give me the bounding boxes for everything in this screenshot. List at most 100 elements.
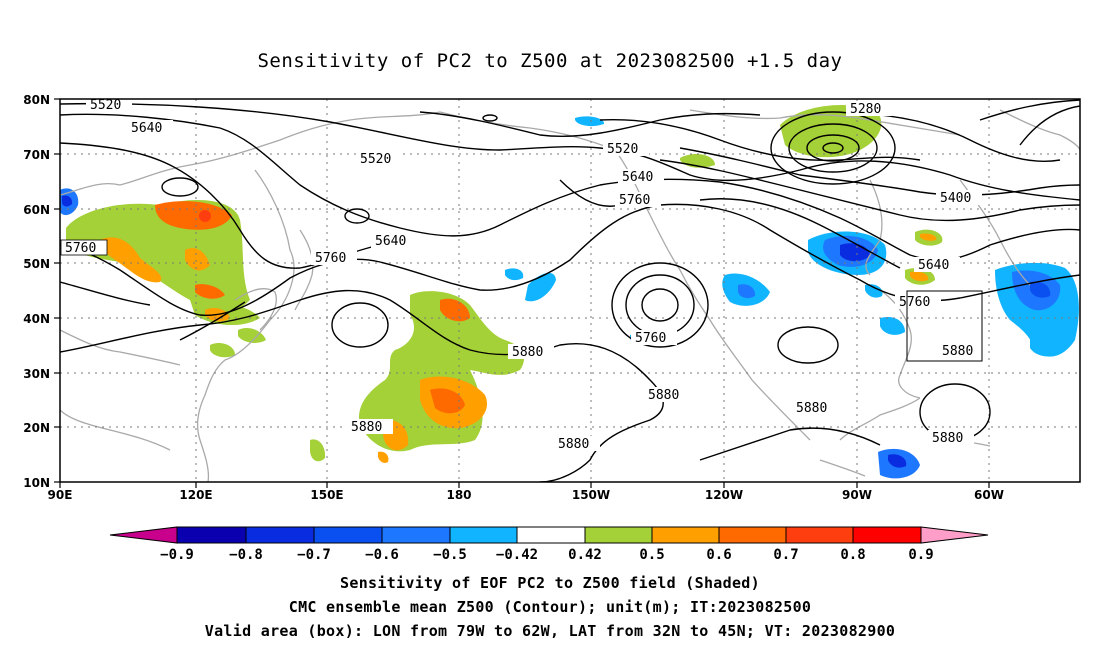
- colorbar-segment: [852, 526, 922, 544]
- valid-area-box: [906, 290, 983, 362]
- contour-label: 5880: [928, 430, 974, 446]
- contour-label: 5640: [371, 233, 417, 249]
- lat-label: 60N: [23, 203, 50, 217]
- positive-core-east-asia: [155, 201, 232, 230]
- contour-label: 5760: [311, 250, 357, 266]
- contour-label: 5880: [792, 400, 838, 416]
- lon-label: 180: [446, 488, 471, 502]
- svg-text:5640: 5640: [622, 170, 653, 185]
- svg-text:5640: 5640: [918, 258, 949, 273]
- svg-text:5520: 5520: [90, 98, 121, 113]
- lat-label: 50N: [23, 257, 50, 271]
- colorbar-label: 0.9: [908, 547, 933, 563]
- svg-text:5880: 5880: [648, 388, 679, 403]
- svg-text:5640: 5640: [375, 234, 406, 249]
- contour-label: 5880: [644, 387, 690, 403]
- sensitivity-shading: [60, 102, 1079, 479]
- colorbar: [109, 526, 989, 544]
- colorbar-high-triangle: [920, 526, 989, 544]
- contour-5760: [60, 203, 1080, 317]
- contour-5520: [60, 102, 1080, 201]
- colorbar-segment: [449, 526, 518, 544]
- lon-label: 90W: [842, 488, 872, 502]
- svg-text:5760: 5760: [899, 295, 930, 310]
- colorbar-segment: [313, 526, 383, 544]
- contour-label: 5880: [554, 436, 600, 452]
- svg-text:5400: 5400: [940, 191, 971, 206]
- lat-label: 10N: [23, 476, 50, 490]
- colorbar-segment: [516, 526, 586, 544]
- svg-text:5880: 5880: [942, 344, 973, 359]
- contour-label: 5400: [936, 190, 982, 206]
- svg-text:5280: 5280: [850, 102, 881, 117]
- contour-label: 5640: [618, 169, 664, 185]
- positive-region-central-pacific: [359, 291, 525, 452]
- contour-label: 5640: [914, 257, 960, 273]
- lon-label: 120W: [705, 488, 743, 502]
- lat-label: 30N: [23, 367, 50, 381]
- contour-label: 5640: [127, 120, 173, 136]
- colorbar-label: 0.5: [639, 547, 664, 563]
- colorbar-label: −0.5: [433, 547, 467, 563]
- colorbar-low-triangle: [109, 526, 178, 544]
- colorbar-label: 0.6: [706, 547, 731, 563]
- svg-text:5760: 5760: [315, 251, 346, 266]
- colorbar-segment: [381, 526, 451, 544]
- svg-text:5880: 5880: [932, 431, 963, 446]
- svg-text:5640: 5640: [131, 121, 162, 136]
- colorbar-label: −0.7: [297, 547, 331, 563]
- contour-label: 5760: [60, 239, 108, 256]
- lat-label: 80N: [23, 93, 50, 107]
- svg-text:5760: 5760: [635, 331, 666, 346]
- svg-text:5880: 5880: [558, 437, 589, 452]
- lon-label: 150E: [310, 488, 343, 502]
- colorbar-segment: [584, 526, 653, 544]
- caption-line-1: Sensitivity of EOF PC2 to Z500 field (Sh…: [340, 574, 760, 592]
- colorbar-label: −0.6: [365, 547, 399, 563]
- colorbar-label: 0.8: [840, 547, 865, 563]
- contour-label: 5880: [347, 419, 393, 435]
- svg-text:5880: 5880: [351, 420, 382, 435]
- contour-label: 5520: [356, 151, 402, 167]
- svg-text:5880: 5880: [512, 345, 543, 360]
- colorbar-segment: [176, 526, 247, 544]
- colorbar-label: 0.42: [568, 547, 602, 563]
- longitude-labels: 90E 120E 150E 180 150W 120W 90W 60W: [48, 488, 1004, 502]
- contour-5880: [60, 289, 664, 482]
- svg-text:5520: 5520: [607, 142, 638, 157]
- colorbar-label: −0.9: [160, 547, 194, 563]
- axis-ticks: [54, 98, 990, 488]
- lon-label: 90E: [48, 488, 73, 502]
- contour-label: 5520: [86, 97, 132, 113]
- lat-label: 20N: [23, 421, 50, 435]
- svg-text:5760: 5760: [619, 193, 650, 208]
- contour-label: 5520: [603, 141, 649, 157]
- colorbar-segment: [785, 526, 854, 544]
- latitude-labels: 80N 70N 60N 50N 40N 30N 20N 10N: [23, 93, 50, 490]
- contour-label: 5760: [631, 330, 677, 346]
- lon-label: 150W: [572, 488, 610, 502]
- colorbar-label: 0.7: [773, 547, 798, 563]
- colorbar-segment: [651, 526, 720, 544]
- svg-text:5760: 5760: [65, 241, 96, 256]
- svg-text:5520: 5520: [360, 152, 391, 167]
- contour-label: 5280: [846, 101, 892, 117]
- caption-line-3: Valid area (box): LON from 79W to 62W, L…: [204, 622, 896, 640]
- lat-label: 70N: [23, 148, 50, 162]
- contour-label: 5880: [508, 344, 554, 360]
- contour-label: 5760: [895, 294, 941, 310]
- gridlines: [60, 99, 1080, 482]
- contour-label: 5880: [938, 343, 984, 359]
- plot-frame: [59, 98, 1081, 483]
- map-title: Sensitivity of PC2 to Z500 at 2023082500…: [257, 50, 843, 72]
- caption-line-2: CMC ensemble mean Z500 (Contour); unit(m…: [288, 598, 812, 616]
- colorbar-segment: [718, 526, 787, 544]
- lon-label: 60W: [974, 488, 1004, 502]
- colorbar-segment: [245, 526, 315, 544]
- lon-label: 120E: [179, 488, 212, 502]
- colorbar-label: −0.8: [229, 547, 263, 563]
- svg-text:5880: 5880: [796, 401, 827, 416]
- colorbar-labels: −0.9 −0.8 −0.7 −0.6 −0.5 −0.42 0.42 0.5 …: [160, 547, 934, 563]
- lat-label: 40N: [23, 312, 50, 326]
